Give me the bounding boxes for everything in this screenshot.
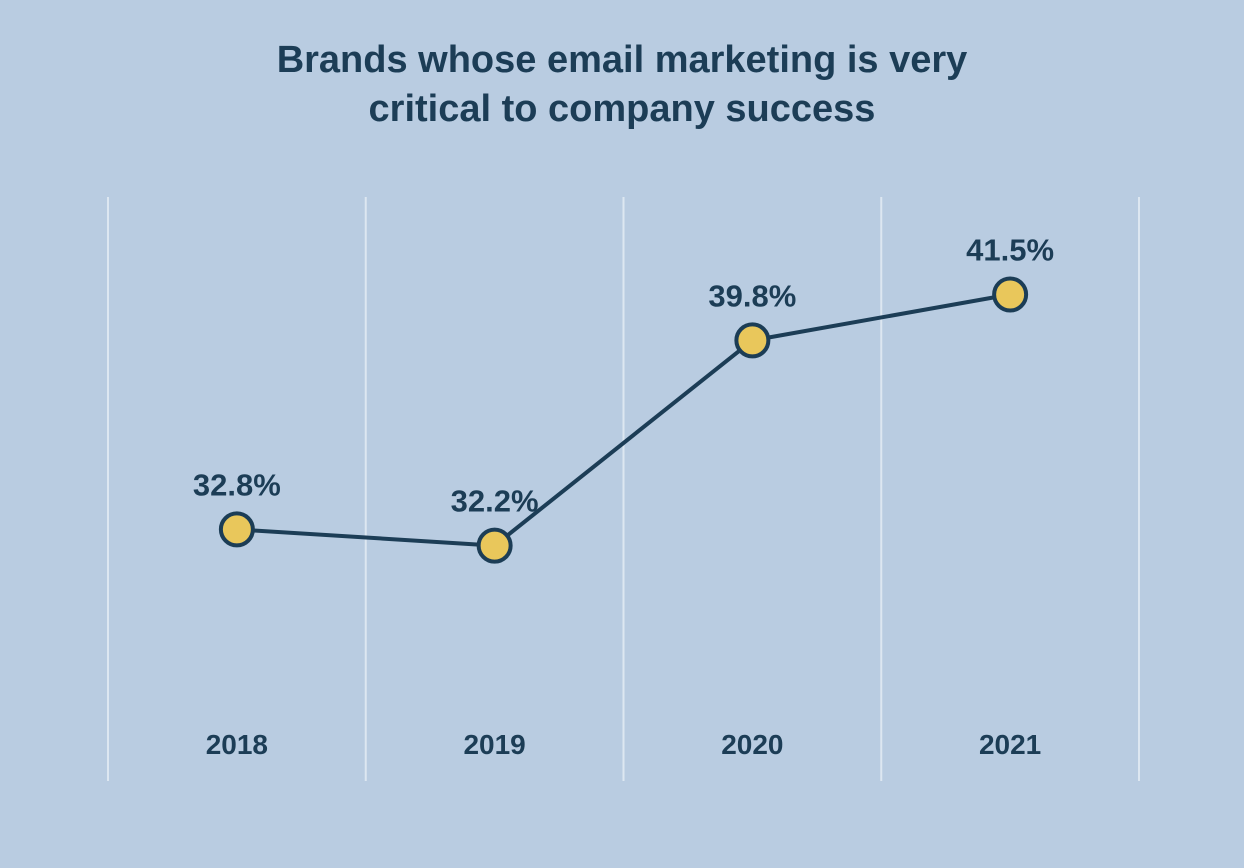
x-tick-label-2019: 2019 [463, 729, 525, 760]
data-label-2018: 32.8% [193, 467, 281, 502]
data-point-2020 [734, 322, 771, 359]
x-tick-label-2018: 2018 [206, 729, 268, 760]
x-tick-labels: 2018 2019 2020 2021 [206, 729, 1042, 760]
series-line-group [236, 292, 1011, 548]
chart-title-line-1: Brands whose email marketing is very [277, 39, 968, 81]
chart-title-line-2: critical to company success [369, 88, 876, 130]
data-label-2019: 32.2% [451, 484, 539, 519]
series-line [236, 292, 1011, 548]
data-point-2019 [476, 527, 513, 564]
gridlines [107, 197, 1140, 781]
data-points [218, 276, 1029, 564]
data-label-2020: 39.8% [708, 278, 796, 313]
x-tick-label-2021: 2021 [979, 729, 1041, 760]
data-label-2021: 41.5% [966, 233, 1054, 268]
x-tick-label-2020: 2020 [721, 729, 783, 760]
data-point-2018 [218, 511, 255, 548]
data-labels: 32.8% 32.2% 39.8% 41.5% [193, 233, 1054, 519]
data-point-2021 [992, 276, 1029, 313]
